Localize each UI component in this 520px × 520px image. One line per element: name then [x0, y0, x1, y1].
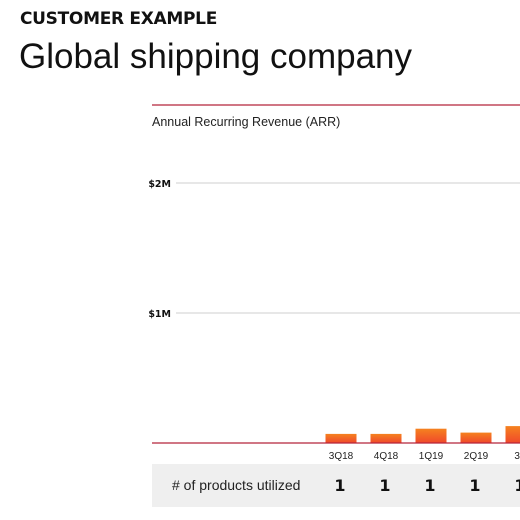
bar-1q19	[415, 428, 447, 443]
products-count-3q19: 1	[514, 476, 520, 495]
x-tick-labels: 3Q18 4Q18 1Q19 2Q19 3Q	[329, 451, 520, 462]
bar-4q18	[370, 433, 402, 443]
chart-title: Annual Recurring Revenue (ARR)	[152, 115, 340, 129]
products-count-4q18: 1	[379, 476, 391, 495]
products-utilized-label: # of products utilized	[172, 477, 301, 493]
x-tick-label: 3Q	[514, 451, 520, 462]
products-count-3q18: 1	[334, 476, 346, 495]
x-tick-label: 4Q18	[374, 451, 399, 462]
products-count-2q19: 1	[469, 476, 481, 495]
products-utilized-row: # of products utilized 1 1 1 1 1	[152, 464, 520, 507]
eyebrow-label: CUSTOMER EXAMPLE	[20, 9, 218, 29]
x-tick-label: 1Q19	[419, 451, 444, 462]
y-tick-label: $2M	[148, 179, 171, 190]
products-count-1q19: 1	[424, 476, 436, 495]
gridlines: $2M $1M	[148, 179, 520, 320]
bar-2q19	[460, 432, 492, 443]
x-tick-label: 2Q19	[464, 451, 489, 462]
y-tick-label: $1M	[148, 309, 171, 320]
bar-3q18	[325, 433, 357, 443]
bar-3q19	[505, 426, 520, 443]
bars	[325, 426, 520, 443]
page-title: Global shipping company	[19, 37, 413, 76]
x-tick-label: 3Q18	[329, 451, 354, 462]
